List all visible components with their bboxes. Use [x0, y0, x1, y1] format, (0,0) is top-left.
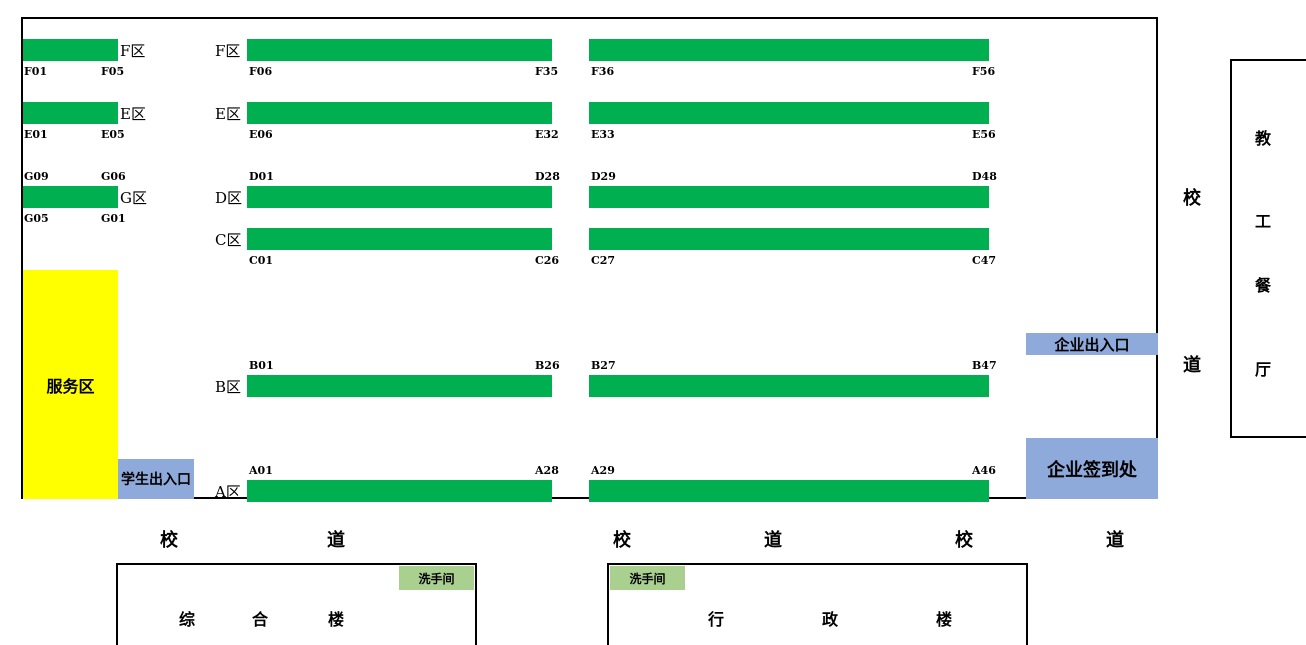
- student-entrance[interactable]: 学生出入口: [118, 459, 194, 499]
- booth-code: F06: [249, 65, 273, 78]
- booth-code: E32: [535, 128, 559, 141]
- road-label: 道: [327, 530, 345, 551]
- restroom-left[interactable]: 洗手间: [399, 566, 474, 590]
- road-label: 校: [160, 530, 178, 551]
- booth-code: E06: [249, 128, 273, 141]
- complex-label-char: 综: [179, 610, 196, 629]
- booth-row-e-left[interactable]: [23, 102, 118, 124]
- restroom-right[interactable]: 洗手间: [610, 566, 685, 590]
- booth-row-d-1[interactable]: [247, 186, 552, 208]
- booth-row-a-2[interactable]: [589, 480, 989, 502]
- student-entrance-label: 学生出入口: [121, 472, 191, 488]
- zone-label-a: A区: [215, 483, 241, 501]
- booth-code: G01: [101, 212, 126, 225]
- booth-row-b-2[interactable]: [589, 375, 989, 397]
- booth-row-g[interactable]: [23, 186, 118, 208]
- restroom-label: 洗手间: [418, 571, 455, 586]
- booth-row-f-left[interactable]: [23, 39, 118, 61]
- booth-code: E56: [972, 128, 996, 141]
- road-label: 校: [955, 530, 973, 551]
- company-entrance-label: 企业出入口: [1054, 335, 1130, 354]
- canteen-label-char: 厅: [1255, 360, 1272, 379]
- booth-code: D29: [591, 170, 616, 183]
- road-label: 校: [613, 530, 631, 551]
- zone-label-d: D区: [215, 189, 243, 207]
- booth-row-b-1[interactable]: [247, 375, 552, 397]
- service-area[interactable]: 服务区: [23, 270, 118, 499]
- zone-label-e-left: E区: [120, 105, 146, 123]
- company-entrance[interactable]: 企业出入口: [1026, 333, 1158, 355]
- complex-building[interactable]: [116, 563, 477, 645]
- booth-code: G09: [24, 170, 49, 183]
- road-label: 道: [764, 530, 782, 551]
- complex-label-char: 合: [252, 610, 269, 629]
- admin-label-char: 楼: [936, 610, 953, 629]
- booth-code: E05: [101, 128, 125, 141]
- zone-label-b: B区: [215, 378, 242, 396]
- booth-code: C01: [249, 254, 274, 267]
- booth-code: D01: [249, 170, 274, 183]
- booth-code: C27: [591, 254, 616, 267]
- service-area-label: 服务区: [46, 376, 95, 396]
- complex-label-char: 楼: [328, 610, 345, 629]
- booth-code: E33: [591, 128, 615, 141]
- zone-label-g: G区: [120, 189, 147, 207]
- booth-code: G06: [101, 170, 126, 183]
- booth-row-e-1[interactable]: [247, 102, 552, 124]
- booth-code: A29: [591, 464, 615, 477]
- booth-code: B47: [972, 359, 997, 372]
- booth-code: F36: [591, 65, 615, 78]
- booth-code: F05: [101, 65, 125, 78]
- road-label: 道: [1183, 355, 1201, 376]
- booth-code: C26: [535, 254, 560, 267]
- canteen-label-char: 工: [1255, 212, 1272, 231]
- booth-code: F35: [535, 65, 559, 78]
- booth-row-e-2[interactable]: [589, 102, 989, 124]
- canteen-label-char: 餐: [1255, 276, 1272, 295]
- booth-code: D28: [535, 170, 560, 183]
- booth-row-d-2[interactable]: [589, 186, 989, 208]
- company-checkin-label: 企业签到处: [1047, 459, 1137, 481]
- admin-label-char: 政: [822, 610, 839, 629]
- booth-code: B26: [535, 359, 560, 372]
- booth-code: A28: [535, 464, 559, 477]
- company-checkin[interactable]: 企业签到处: [1026, 438, 1158, 499]
- booth-code: D48: [972, 170, 997, 183]
- booth-code: A01: [249, 464, 273, 477]
- booth-code: F56: [972, 65, 996, 78]
- booth-code: C47: [972, 254, 997, 267]
- booth-row-f-2[interactable]: [589, 39, 989, 61]
- zone-label-f-left: F区: [120, 42, 146, 60]
- booth-row-c-1[interactable]: [247, 228, 552, 250]
- road-label: 校: [1183, 188, 1201, 209]
- booth-code: B27: [591, 359, 616, 372]
- staff-canteen[interactable]: [1230, 59, 1306, 438]
- booth-row-f-1[interactable]: [247, 39, 552, 61]
- booth-code: A46: [972, 464, 996, 477]
- zone-label-c: C区: [215, 231, 242, 249]
- booth-code: E01: [24, 128, 48, 141]
- zone-label-e: E区: [215, 105, 241, 123]
- booth-row-c-2[interactable]: [589, 228, 989, 250]
- restroom-label: 洗手间: [629, 571, 666, 586]
- booth-code: G05: [24, 212, 49, 225]
- booth-code: F01: [24, 65, 48, 78]
- zone-label-f: F区: [215, 42, 241, 60]
- admin-building[interactable]: [607, 563, 1028, 645]
- canteen-label-char: 教: [1255, 129, 1272, 148]
- road-label: 道: [1106, 530, 1124, 551]
- booth-row-a-1[interactable]: [247, 480, 552, 502]
- booth-code: B01: [249, 359, 274, 372]
- admin-label-char: 行: [708, 610, 725, 629]
